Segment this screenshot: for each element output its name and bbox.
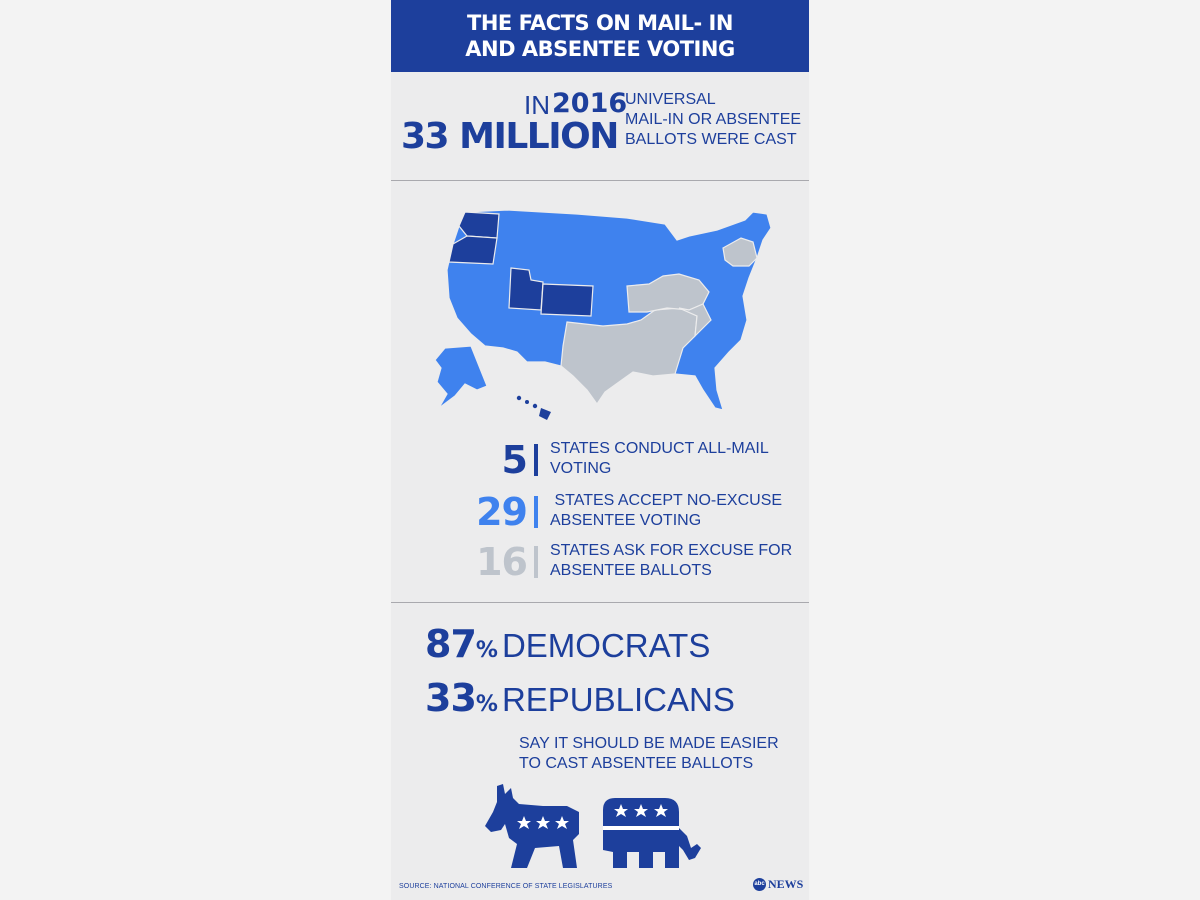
state-oregon: [448, 235, 498, 265]
state-utah: [508, 267, 544, 311]
gray-states-midsouth: [626, 273, 710, 313]
republicans-label: REPUBLICANS: [501, 681, 735, 718]
legend-all-mail: 5 STATES CONDUCT ALL-MAIL VOTING: [391, 438, 809, 486]
legend-text-line-1: STATES CONDUCT ALL-MAIL: [550, 440, 769, 457]
legend-text: STATES ACCEPT NO-EXCUSE ABSENTEE VOTING: [550, 491, 782, 531]
state-alaska: [434, 345, 488, 409]
democratic-donkey-icon: [485, 784, 579, 868]
state-hawaii: [516, 395, 551, 420]
gray-states-northeast: [722, 237, 758, 267]
legend-excuse-required: 16 STATES ASK FOR EXCUSE FOR ABSENTEE BA…: [391, 540, 809, 588]
divider-bottom: [391, 602, 809, 603]
democrats-stat: 87% DEMOCRATS: [425, 622, 710, 672]
poll-caption-line-2: TO CAST ABSENTEE BALLOTS: [519, 755, 754, 772]
poll-caption: SAY IT SHOULD BE MADE EASIER TO CAST ABS…: [519, 734, 779, 774]
legend-text-line-2: ABSENTEE VOTING: [550, 512, 702, 529]
democrats-label: DEMOCRATS: [501, 627, 711, 664]
stat-desc-line-2: MAIL-IN OR ABSENTEE: [625, 111, 802, 128]
legend-number: 16: [476, 540, 528, 584]
infographic: THE FACTS ON MAIL- IN AND ABSENTEE VOTIN…: [391, 0, 809, 900]
abc-logo-text: NEWS: [768, 877, 804, 891]
democrats-percent-sign: %: [475, 638, 498, 663]
legend-text: STATES ASK FOR EXCUSE FOR ABSENTEE BALLO…: [550, 541, 792, 581]
stat-year: 2016: [552, 88, 628, 119]
legend-no-excuse: 29 STATES ACCEPT NO-EXCUSE ABSENTEE VOTI…: [391, 490, 809, 538]
legend-bar: [534, 444, 538, 476]
republicans-percent-number: 33: [425, 676, 477, 720]
stat-big-number: 33 MILLION: [401, 116, 619, 157]
poll-caption-line-1: SAY IT SHOULD BE MADE EASIER: [519, 735, 779, 752]
stat-prefix: IN: [524, 90, 550, 120]
legend-text-line-1: STATES ACCEPT NO-EXCUSE: [550, 492, 783, 509]
republican-elephant-icon: [603, 798, 701, 868]
source-note: SOURCE: NATIONAL CONFERENCE OF STATE LEG…: [399, 883, 613, 890]
stat-desc-line-1: UNIVERSAL: [625, 91, 716, 108]
legend-text: STATES CONDUCT ALL-MAIL VOTING: [550, 439, 769, 479]
title-line-2: AND ABSENTEE VOTING: [465, 37, 735, 61]
abc-logo-mark: abc: [753, 878, 766, 891]
democrats-percent-number: 87: [425, 622, 477, 666]
republicans-percent-sign: %: [475, 692, 498, 717]
gray-state-mississippi: [678, 303, 712, 338]
title-banner: THE FACTS ON MAIL- IN AND ABSENTEE VOTIN…: [391, 0, 809, 72]
legend-number: 5: [501, 438, 528, 482]
gray-states-south: [560, 307, 698, 406]
title-line-1: THE FACTS ON MAIL- IN: [467, 11, 733, 35]
legend-text-line-2: ABSENTEE BALLOTS: [550, 562, 712, 579]
ballots-2016-stat: IN 2016 33 MILLION UNIVERSAL MAIL-IN OR …: [391, 86, 809, 166]
continental-us-shape: [446, 209, 772, 411]
legend-bar: [534, 546, 538, 578]
legend-bar: [534, 496, 538, 528]
state-washington: [458, 211, 500, 239]
us-voting-map: [434, 209, 772, 420]
legend-text-line-2: VOTING: [550, 460, 612, 477]
divider-top: [391, 180, 809, 181]
state-colorado: [540, 283, 594, 317]
legend-text-line-1: STATES ASK FOR EXCUSE FOR: [550, 542, 793, 559]
stat-description: UNIVERSAL MAIL-IN OR ABSENTEE BALLOTS WE…: [625, 90, 801, 150]
republicans-stat: 33% REPUBLICANS: [425, 676, 735, 726]
stat-desc-line-3: BALLOTS WERE CAST: [625, 131, 797, 148]
legend-number: 29: [476, 490, 528, 534]
